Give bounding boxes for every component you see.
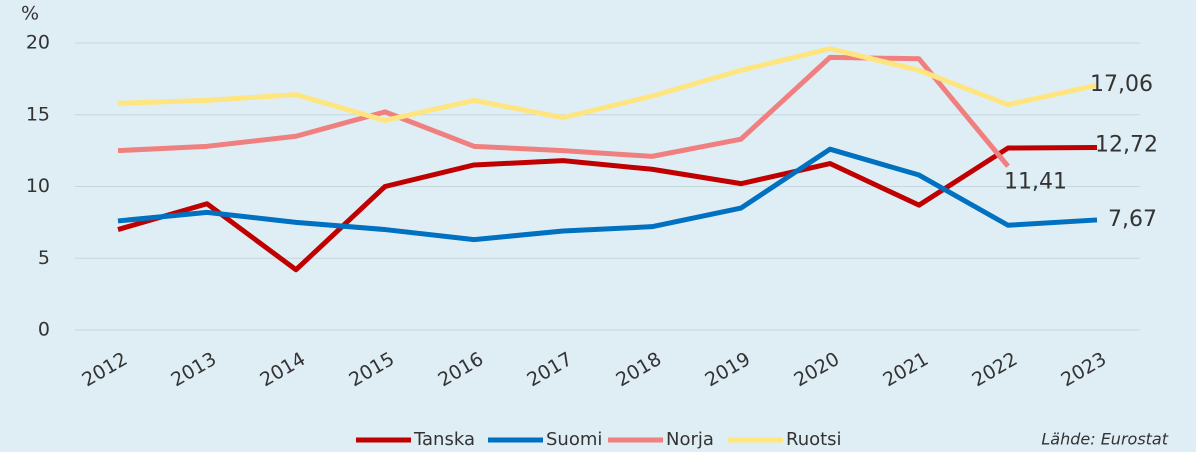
y-tick-label: 10 — [26, 175, 50, 197]
y-tick-label: 0 — [38, 319, 50, 341]
line — [117, 144, 1098, 273]
value-label: 17,06 — [1090, 72, 1153, 97]
y-axis-label: % — [21, 3, 39, 25]
legend-label: Suomi — [546, 429, 602, 450]
value-label: 7,67 — [1108, 207, 1157, 232]
value-label: 11,41 — [1004, 169, 1067, 194]
legend-label: Norja — [666, 429, 714, 450]
line — [117, 146, 1098, 243]
legend-label: Tanska — [413, 429, 475, 450]
legend-label: Ruotsi — [786, 429, 842, 450]
value-label: 12,72 — [1095, 132, 1158, 157]
source: Lähde: Eurostat — [1041, 430, 1168, 449]
y-tick-label: 20 — [26, 32, 50, 54]
line — [117, 46, 1098, 123]
y-tick-label: 5 — [38, 247, 50, 269]
y-tick-label: 15 — [26, 103, 50, 125]
